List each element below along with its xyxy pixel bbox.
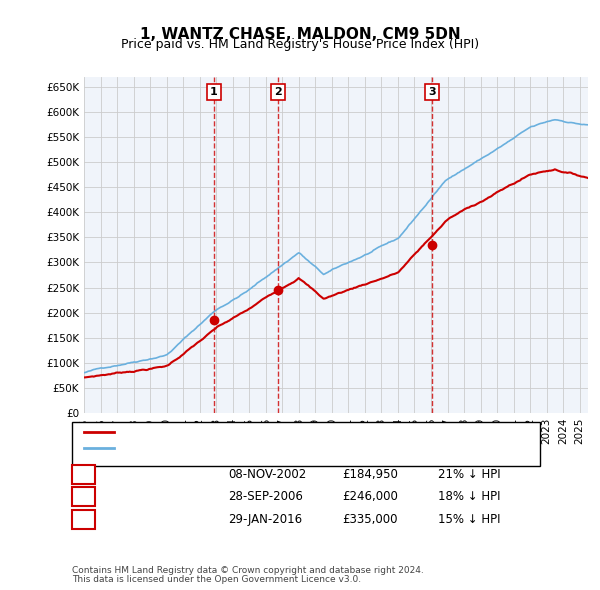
Text: Price paid vs. HM Land Registry's House Price Index (HPI): Price paid vs. HM Land Registry's House …	[121, 38, 479, 51]
Text: 3: 3	[79, 513, 88, 526]
Text: 2: 2	[79, 490, 88, 503]
Text: 3: 3	[428, 87, 436, 97]
Text: 15% ↓ HPI: 15% ↓ HPI	[438, 513, 500, 526]
Text: HPI: Average price, detached house, Maldon: HPI: Average price, detached house, Mald…	[120, 444, 367, 453]
Text: £246,000: £246,000	[342, 490, 398, 503]
Text: Contains HM Land Registry data © Crown copyright and database right 2024.: Contains HM Land Registry data © Crown c…	[72, 566, 424, 575]
Text: 18% ↓ HPI: 18% ↓ HPI	[438, 490, 500, 503]
Text: 08-NOV-2002: 08-NOV-2002	[228, 468, 306, 481]
Text: 1, WANTZ CHASE, MALDON, CM9 5DN: 1, WANTZ CHASE, MALDON, CM9 5DN	[140, 27, 460, 41]
Text: 1: 1	[210, 87, 218, 97]
Text: 1: 1	[79, 468, 88, 481]
Text: 29-JAN-2016: 29-JAN-2016	[228, 513, 302, 526]
Text: 21% ↓ HPI: 21% ↓ HPI	[438, 468, 500, 481]
Text: This data is licensed under the Open Government Licence v3.0.: This data is licensed under the Open Gov…	[72, 575, 361, 584]
Text: 2: 2	[274, 87, 282, 97]
Text: £335,000: £335,000	[342, 513, 397, 526]
Text: 1, WANTZ CHASE, MALDON, CM9 5DN (detached house): 1, WANTZ CHASE, MALDON, CM9 5DN (detache…	[120, 428, 433, 437]
Text: £184,950: £184,950	[342, 468, 398, 481]
Text: 28-SEP-2006: 28-SEP-2006	[228, 490, 303, 503]
